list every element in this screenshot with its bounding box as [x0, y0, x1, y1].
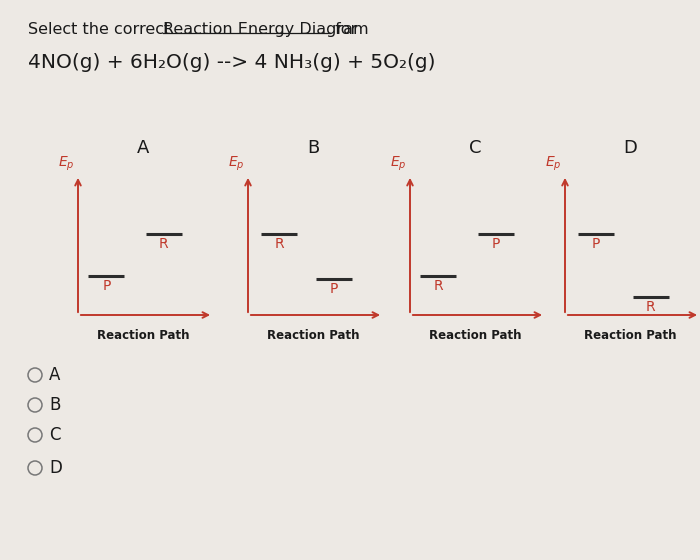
Text: P: P	[491, 237, 500, 251]
Text: R: R	[159, 237, 169, 251]
Text: $E_p$: $E_p$	[228, 155, 245, 173]
Text: C: C	[469, 139, 482, 157]
Text: 4NO(g) + 6H₂O(g) --> 4 NH₃(g) + 5O₂(g): 4NO(g) + 6H₂O(g) --> 4 NH₃(g) + 5O₂(g)	[28, 53, 435, 72]
Text: Reaction Path: Reaction Path	[97, 329, 189, 342]
Text: R: R	[274, 237, 284, 251]
Text: P: P	[592, 237, 600, 251]
Text: R: R	[646, 300, 655, 314]
Text: D: D	[49, 459, 62, 477]
Text: Reaction Path: Reaction Path	[267, 329, 359, 342]
Text: A: A	[136, 139, 149, 157]
Text: C: C	[49, 426, 60, 444]
Text: Reaction Energy Diagram: Reaction Energy Diagram	[163, 22, 369, 37]
Text: Select the correct: Select the correct	[28, 22, 176, 37]
Text: Reaction Path: Reaction Path	[428, 329, 522, 342]
Text: A: A	[49, 366, 60, 384]
Text: for: for	[330, 22, 357, 37]
Text: Reaction Path: Reaction Path	[584, 329, 676, 342]
Text: B: B	[49, 396, 60, 414]
Text: B: B	[307, 139, 319, 157]
Text: P: P	[102, 279, 111, 293]
Text: $E_p$: $E_p$	[545, 155, 562, 173]
Text: P: P	[330, 282, 338, 296]
Text: R: R	[433, 279, 443, 293]
Text: $E_p$: $E_p$	[59, 155, 75, 173]
Text: D: D	[623, 139, 637, 157]
Text: $E_p$: $E_p$	[391, 155, 407, 173]
